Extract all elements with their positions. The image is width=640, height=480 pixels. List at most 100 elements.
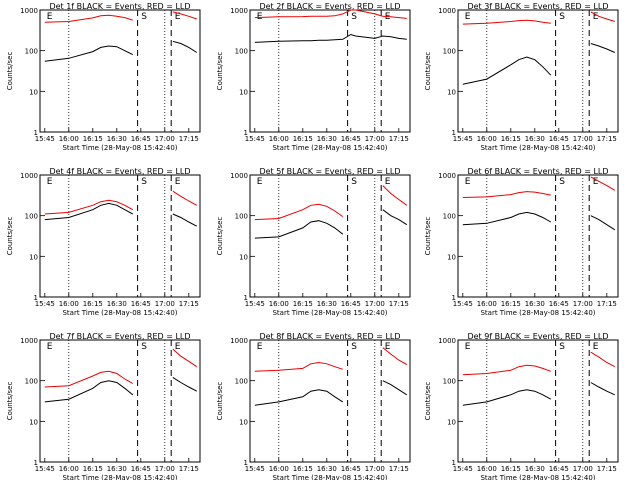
x-tick-label: 16:45 — [131, 465, 151, 473]
y-tick-label: 10 — [447, 88, 456, 96]
marker-label: E — [465, 342, 471, 352]
x-tick-label: 15:45 — [35, 300, 55, 308]
series-lld — [254, 9, 407, 19]
y-tick-label: 1000 — [438, 7, 456, 15]
marker-label: S — [559, 177, 565, 187]
x-axis-label: Start Time (28-May-08 15:42:40) — [480, 144, 595, 152]
y-tick-label: 10 — [239, 253, 248, 261]
marker-label: E — [593, 342, 599, 352]
panel-title: Det 6f BLACK = Events, RED = LLD — [467, 167, 608, 176]
x-tick-label: 16:15 — [293, 300, 313, 308]
x-tick-label: 16:30 — [317, 300, 337, 308]
marker-label: S — [141, 12, 147, 22]
x-tick-label: 16:30 — [107, 135, 127, 143]
x-tick-label: 15:45 — [453, 135, 473, 143]
marker-label: S — [351, 12, 357, 22]
x-tick-label: 16:15 — [501, 135, 521, 143]
marker-label: E — [47, 342, 53, 352]
x-tick-label: 17:00 — [573, 300, 593, 308]
x-tick-label: 16:15 — [501, 465, 521, 473]
series-events — [44, 202, 198, 227]
marker-label: S — [351, 177, 357, 187]
panel-1: Det 1f BLACK = Events, RED = LLD 1 10 100 10… — [6, 2, 201, 152]
marker-label: E — [257, 177, 263, 187]
x-tick-label: 16:45 — [131, 135, 151, 143]
series-events — [254, 209, 408, 239]
y-tick-label: 10 — [447, 253, 456, 261]
x-tick-label: 16:00 — [59, 465, 79, 473]
x-tick-label: 17:00 — [155, 135, 175, 143]
series-events — [44, 40, 198, 62]
x-tick-label: 16:45 — [549, 465, 569, 473]
x-tick-label: 16:45 — [131, 300, 151, 308]
series-lld — [462, 11, 615, 25]
y-axis-label: Counts/sec — [6, 52, 14, 91]
y-tick-label: 100 — [443, 378, 456, 386]
y-tick-label: 100 — [235, 378, 248, 386]
plot-frame — [457, 9, 619, 133]
panel-7: Det 7f BLACK = Events, RED = LLD 1 10 100 10… — [6, 332, 201, 480]
x-tick-label: 16:00 — [477, 300, 497, 308]
panel-title: Det 3f BLACK = Events, RED = LLD — [467, 2, 608, 11]
y-tick-label: 1000 — [20, 7, 38, 15]
y-axis-label: Counts/sec — [216, 217, 224, 256]
x-tick-label: 16:00 — [59, 300, 79, 308]
x-tick-label: 17:00 — [573, 135, 593, 143]
marker-label: E — [257, 342, 263, 352]
x-tick-label: 16:15 — [501, 300, 521, 308]
marker-label: E — [47, 12, 53, 22]
y-tick-label: 1000 — [20, 337, 38, 345]
x-tick-label: 16:30 — [525, 465, 545, 473]
series-events — [254, 380, 408, 406]
x-tick-label: 17:00 — [573, 465, 593, 473]
x-tick-label: 15:45 — [453, 465, 473, 473]
x-tick-label: 16:30 — [317, 135, 337, 143]
y-tick-label: 1000 — [230, 7, 248, 15]
x-tick-label: 17:15 — [179, 135, 199, 143]
y-tick-label: 1 — [452, 129, 456, 137]
x-tick-label: 16:15 — [293, 465, 313, 473]
x-tick-label: 16:15 — [83, 465, 103, 473]
panel-3: Det 3f BLACK = Events, RED = LLD 1 10 100 10… — [424, 2, 619, 152]
panel-title: Det 7f BLACK = Events, RED = LLD — [49, 332, 190, 341]
panel-8: Det 8f BLACK = Events, RED = LLD 1 10 100 10… — [216, 332, 411, 480]
y-tick-label: 100 — [235, 213, 248, 221]
y-tick-label: 1 — [244, 294, 248, 302]
series-lld — [44, 190, 198, 215]
marker-label: E — [593, 12, 599, 22]
plot-frame — [39, 174, 201, 298]
x-tick-label: 17:00 — [365, 300, 385, 308]
y-tick-label: 100 — [25, 48, 38, 56]
panel-title: Det 4f BLACK = Events, RED = LLD — [49, 167, 190, 176]
y-tick-label: 100 — [235, 48, 248, 56]
y-tick-label: 10 — [239, 88, 248, 96]
y-tick-label: 1000 — [230, 172, 248, 180]
marker-label: S — [559, 12, 565, 22]
x-tick-label: 16:30 — [525, 135, 545, 143]
y-tick-label: 100 — [443, 48, 456, 56]
series-events — [462, 43, 616, 85]
marker-label: E — [385, 177, 391, 187]
series-lld — [462, 351, 616, 376]
panel-4: Det 4f BLACK = Events, RED = LLD 1 10 100 10… — [6, 167, 201, 317]
series-events — [44, 376, 198, 403]
x-tick-label: 16:30 — [525, 300, 545, 308]
panel-5: Det 5f BLACK = Events, RED = LLD 1 10 100 10… — [216, 167, 411, 317]
panel-9: Det 9f BLACK = Events, RED = LLD 1 10 100 10… — [424, 332, 619, 480]
y-tick-label: 1 — [244, 129, 248, 137]
x-tick-label: 16:15 — [83, 300, 103, 308]
panel-title: Det 8f BLACK = Events, RED = LLD — [259, 332, 400, 341]
plot-frame — [39, 9, 201, 133]
plot-frame — [457, 339, 619, 463]
plot-frame — [249, 174, 411, 298]
plot-frame — [39, 339, 201, 463]
x-axis-label: Start Time (28-May-08 15:42:40) — [480, 309, 595, 317]
series-events — [462, 211, 616, 231]
y-tick-label: 1000 — [20, 172, 38, 180]
x-tick-label: 16:00 — [269, 135, 289, 143]
x-tick-label: 15:45 — [35, 465, 55, 473]
panel-6: Det 6f BLACK = Events, RED = LLD 1 10 100 10… — [424, 167, 619, 317]
x-tick-label: 17:00 — [365, 465, 385, 473]
y-tick-label: 1 — [452, 459, 456, 467]
